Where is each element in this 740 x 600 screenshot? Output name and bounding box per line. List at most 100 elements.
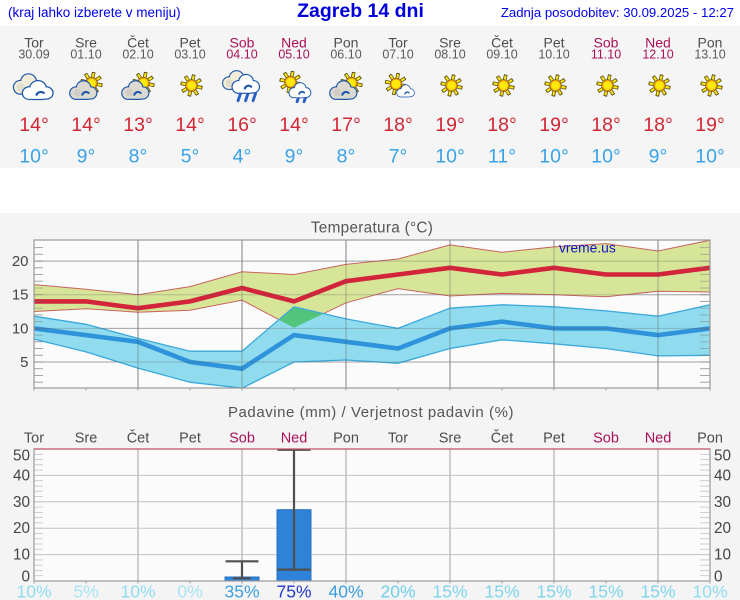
- svg-text:30.09: 30.09: [18, 48, 49, 62]
- svg-text:19°: 19°: [539, 114, 569, 136]
- svg-text:Pon: Pon: [697, 431, 723, 447]
- svg-text:Pet: Pet: [179, 35, 200, 51]
- svg-text:10: 10: [714, 547, 731, 564]
- svg-text:Sre: Sre: [439, 431, 462, 447]
- svg-text:Sre: Sre: [75, 35, 97, 51]
- svg-text:8°: 8°: [337, 146, 356, 168]
- svg-text:7°: 7°: [389, 146, 408, 168]
- svg-text:16°: 16°: [227, 114, 257, 136]
- svg-text:15%: 15%: [588, 581, 623, 600]
- svg-text:Sre: Sre: [75, 431, 98, 447]
- svg-text:10%: 10%: [16, 581, 51, 600]
- svg-text:8°: 8°: [129, 146, 148, 168]
- svg-text:20%: 20%: [380, 581, 415, 600]
- svg-text:08.10: 08.10: [434, 48, 465, 62]
- svg-text:15: 15: [12, 287, 29, 304]
- svg-text:13°: 13°: [123, 114, 153, 136]
- svg-text:11.10: 11.10: [591, 48, 621, 62]
- svg-text:Ned: Ned: [281, 35, 307, 51]
- svg-text:18°: 18°: [487, 114, 517, 136]
- svg-text:Tor: Tor: [24, 35, 44, 51]
- svg-text:14°: 14°: [19, 114, 49, 136]
- svg-text:19°: 19°: [435, 114, 465, 136]
- svg-text:10°: 10°: [591, 146, 621, 168]
- svg-text:5°: 5°: [181, 146, 200, 168]
- svg-text:9°: 9°: [77, 146, 96, 168]
- svg-text:14°: 14°: [279, 114, 309, 136]
- svg-text:14°: 14°: [175, 114, 205, 136]
- svg-text:10: 10: [13, 547, 30, 564]
- svg-text:07.10: 07.10: [382, 48, 413, 62]
- svg-text:40: 40: [13, 467, 30, 484]
- svg-text:4°: 4°: [233, 146, 252, 168]
- svg-text:9°: 9°: [649, 146, 668, 168]
- svg-text:75%: 75%: [276, 581, 311, 600]
- svg-text:Ned: Ned: [645, 431, 672, 447]
- svg-text:10%: 10%: [692, 581, 727, 600]
- svg-text:13.10: 13.10: [694, 48, 725, 62]
- svg-text:05.10: 05.10: [278, 48, 309, 62]
- svg-text:17°: 17°: [331, 114, 361, 136]
- svg-text:Pet: Pet: [543, 35, 564, 51]
- svg-text:0: 0: [714, 569, 723, 586]
- svg-text:10°: 10°: [19, 146, 49, 168]
- svg-text:Pon: Pon: [333, 431, 359, 447]
- svg-text:40: 40: [714, 467, 731, 484]
- svg-text:12.10: 12.10: [642, 48, 673, 62]
- svg-text:0: 0: [21, 569, 30, 586]
- svg-text:50: 50: [13, 448, 30, 465]
- svg-text:02.10: 02.10: [122, 48, 153, 62]
- svg-text:5: 5: [20, 354, 28, 371]
- svg-text:Pet: Pet: [543, 431, 565, 447]
- svg-text:Pet: Pet: [179, 431, 201, 447]
- svg-text:Sob: Sob: [230, 35, 255, 51]
- svg-text:19°: 19°: [695, 114, 725, 136]
- svg-text:Čet: Čet: [491, 430, 514, 447]
- svg-text:Zagreb 14 dni: Zagreb 14 dni: [297, 0, 424, 22]
- svg-text:15%: 15%: [432, 581, 467, 600]
- svg-text:Čet: Čet: [127, 35, 149, 51]
- svg-text:10: 10: [12, 320, 29, 337]
- svg-text:10%: 10%: [120, 581, 155, 600]
- svg-text:50: 50: [714, 448, 731, 465]
- svg-text:(kraj lahko izberete v meniju): (kraj lahko izberete v meniju): [8, 5, 181, 20]
- svg-text:30: 30: [714, 494, 731, 511]
- svg-text:Sob: Sob: [593, 431, 619, 447]
- svg-text:30: 30: [13, 494, 30, 511]
- svg-text:Sob: Sob: [594, 35, 619, 51]
- svg-text:5%: 5%: [73, 581, 98, 600]
- svg-text:Sre: Sre: [439, 35, 461, 51]
- svg-text:Čet: Čet: [127, 430, 150, 447]
- svg-text:18°: 18°: [591, 114, 621, 136]
- svg-text:Pon: Pon: [334, 35, 359, 51]
- svg-text:18°: 18°: [383, 114, 413, 136]
- svg-text:9°: 9°: [285, 146, 304, 168]
- svg-text:15%: 15%: [536, 581, 571, 600]
- svg-text:Pon: Pon: [698, 35, 723, 51]
- svg-text:03.10: 03.10: [174, 48, 205, 62]
- svg-text:Temperatura (°C): Temperatura (°C): [311, 219, 433, 236]
- svg-text:Zadnja posodobitev: 30.09.2025: Zadnja posodobitev: 30.09.2025 - 12:27: [501, 5, 734, 20]
- svg-text:Ned: Ned: [281, 431, 308, 447]
- svg-text:Tor: Tor: [388, 431, 408, 447]
- svg-text:01.10: 01.10: [70, 48, 101, 62]
- svg-text:18°: 18°: [643, 114, 673, 136]
- svg-text:Ned: Ned: [645, 35, 671, 51]
- svg-text:20: 20: [714, 520, 731, 537]
- svg-text:35%: 35%: [224, 581, 259, 600]
- svg-text:15%: 15%: [640, 581, 675, 600]
- svg-text:11°: 11°: [488, 146, 516, 168]
- svg-text:15%: 15%: [484, 581, 519, 600]
- svg-text:20: 20: [12, 253, 29, 270]
- svg-text:10°: 10°: [539, 146, 569, 168]
- svg-text:06.10: 06.10: [330, 48, 361, 62]
- svg-text:Tor: Tor: [388, 35, 408, 51]
- svg-text:20: 20: [13, 520, 30, 537]
- svg-text:10.10: 10.10: [538, 48, 569, 62]
- svg-text:0%: 0%: [177, 581, 202, 600]
- svg-text:Padavine (mm) / Verjetnost pad: Padavine (mm) / Verjetnost padavin (%): [228, 404, 514, 421]
- svg-text:10°: 10°: [435, 146, 465, 168]
- svg-text:10°: 10°: [695, 146, 725, 168]
- svg-text:14°: 14°: [71, 114, 101, 136]
- svg-text:Sob: Sob: [229, 431, 255, 447]
